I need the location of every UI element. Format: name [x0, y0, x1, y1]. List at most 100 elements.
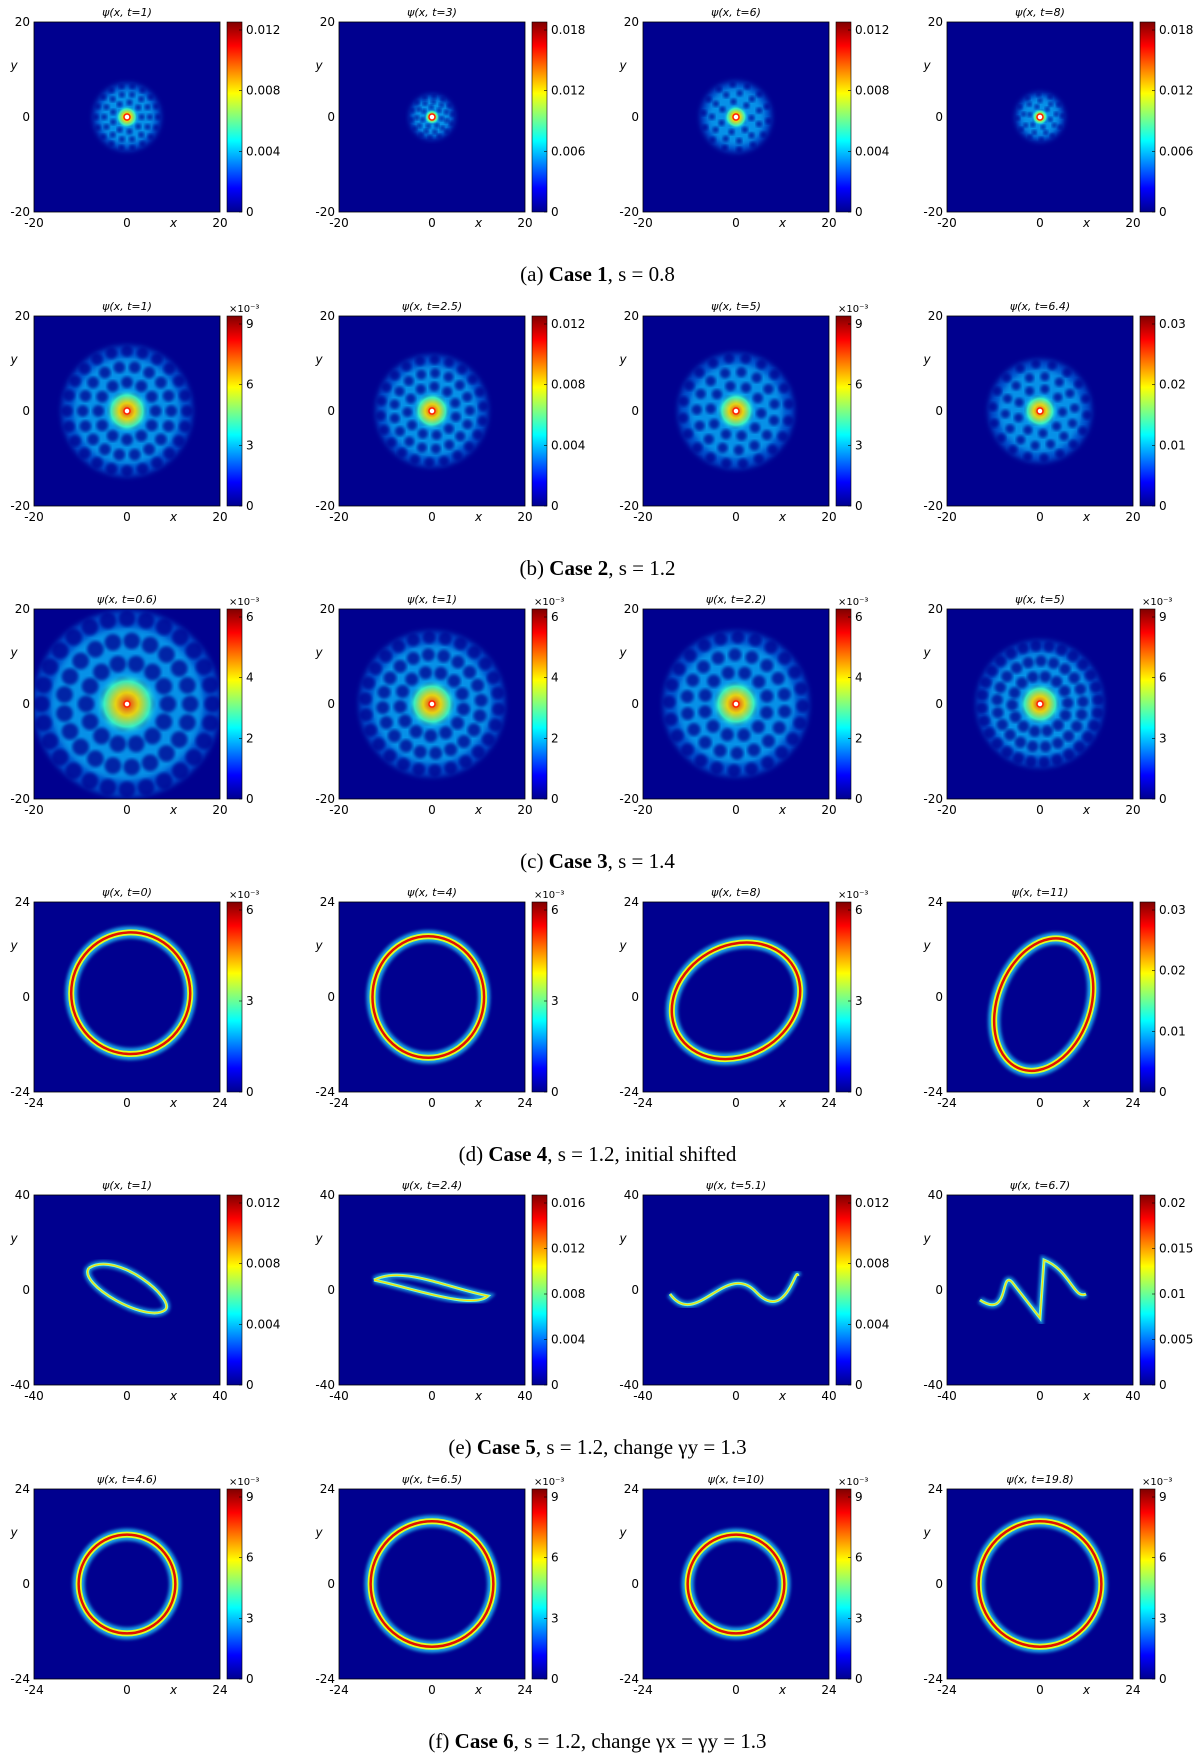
x-axis-label: x [474, 216, 483, 230]
colorbar-exponent: ×10⁻³ [838, 1477, 868, 1488]
colorbar [1139, 1194, 1156, 1386]
x-tick-label: 0 [732, 803, 740, 817]
colorbar [226, 608, 243, 800]
y-tick-label: 20 [15, 602, 30, 616]
colorbar-tick-label: 0 [246, 205, 254, 219]
colorbar-tick-label: 3 [551, 994, 559, 1008]
y-tick-label: 20 [624, 15, 639, 29]
x-tick-label: 0 [428, 216, 436, 230]
x-tick-label: 0 [1036, 510, 1044, 524]
x-tick-label: -24 [633, 1096, 653, 1110]
caption-label: (a) [520, 262, 549, 286]
y-tick-label: -20 [619, 792, 639, 806]
plot-frame [33, 315, 221, 507]
colorbar-tick-label: 0.004 [246, 144, 280, 158]
colorbar-tick-label: 9 [855, 317, 863, 331]
y-tick-label: -20 [315, 792, 335, 806]
y-axis-label: y [314, 59, 323, 73]
density-field [678, 353, 794, 469]
colorbar [531, 1194, 548, 1386]
subfigure-caption: (c) Case 3, s = 1.4 [0, 849, 1195, 874]
colorbar-tick-label: 3 [1159, 731, 1167, 745]
panel: ψ(x, t=5) 20 0 -20 y -20 0 20 x 9 6 3 0 ×10⁻³ [618, 300, 868, 524]
y-axis-label: y [618, 353, 627, 367]
y-tick-label: 0 [327, 110, 335, 124]
plot-frame [642, 1488, 830, 1680]
x-tick-label: -20 [24, 216, 44, 230]
y-tick-label: 0 [935, 110, 943, 124]
density-field [61, 345, 193, 477]
x-tick-label: 0 [428, 1096, 436, 1110]
panel: ψ(x, t=6) 20 0 -20 y -20 0 20 x 0.012 0.008 0.004 0 [618, 6, 889, 230]
x-tick-label: -20 [329, 510, 349, 524]
colorbar-tick-label: 0 [246, 792, 254, 806]
panel-title: ψ(x, t=6.5) [402, 1473, 462, 1486]
y-axis-label: y [618, 646, 627, 660]
y-tick-label: 24 [928, 1482, 943, 1496]
panel: ψ(x, t=8) 20 0 -20 y -20 0 20 x 0.018 0.012 0.006 0 [922, 6, 1193, 230]
colorbar-tick-label: 0.03 [1159, 317, 1186, 331]
x-axis-label: x [169, 1096, 178, 1110]
colorbar-exponent: ×10⁻³ [534, 890, 564, 901]
colorbar-exponent: ×10⁻³ [229, 304, 259, 315]
y-tick-label: 0 [327, 697, 335, 711]
panel: ψ(x, t=6.5) 24 0 -24 y -24 0 24 x 9 6 3 0 ×10⁻³ [314, 1473, 564, 1697]
plot-area [947, 902, 1133, 1092]
density-field [665, 936, 807, 1066]
colorbar-tick-label: 6 [1159, 1551, 1167, 1565]
y-axis-label: y [922, 1526, 931, 1540]
panel: ψ(x, t=5) 20 0 -20 y -20 0 20 x 9 6 3 0 ×10⁻³ [922, 593, 1172, 817]
y-tick-label: 20 [928, 602, 943, 616]
colorbar-exponent: ×10⁻³ [838, 597, 868, 608]
panel: ψ(x, t=0) 24 0 -24 y -24 0 24 x 6 3 0 ×10⁻³ [9, 886, 259, 1110]
y-axis-label: y [618, 1526, 627, 1540]
colorbar-tick-label: 9 [1159, 1490, 1167, 1504]
panel-title: ψ(x, t=3) [407, 6, 457, 19]
y-axis-label: y [922, 353, 931, 367]
x-axis-label: x [1082, 1683, 1091, 1697]
caption-case: Case 2 [549, 556, 609, 580]
x-tick-label: 0 [428, 510, 436, 524]
y-tick-label: 20 [15, 15, 30, 29]
panel-title: ψ(x, t=10) [708, 1473, 765, 1486]
y-tick-label: 0 [327, 990, 335, 1004]
colorbar-tick-label: 9 [855, 1490, 863, 1504]
x-axis-label: x [474, 510, 483, 524]
colorbar-tick-label: 0 [246, 1378, 254, 1392]
panel-title: ψ(x, t=6.7) [1010, 1179, 1070, 1192]
colorbar-tick-label: 0.018 [551, 23, 585, 37]
y-tick-label: 0 [631, 1283, 639, 1297]
colorbar [1139, 1488, 1156, 1680]
x-axis-label: x [778, 510, 787, 524]
x-tick-label: 0 [732, 1389, 740, 1403]
caption-text: , s = 1.2, initial shifted [547, 1142, 737, 1166]
y-axis-label: y [314, 1526, 323, 1540]
x-tick-label: -24 [937, 1096, 957, 1110]
density-field [700, 81, 772, 153]
density-field [366, 930, 491, 1064]
colorbar-tick-label: 3 [855, 994, 863, 1008]
y-tick-label: 0 [22, 404, 30, 418]
colorbar-tick-label: 9 [551, 1490, 559, 1504]
x-tick-label: -20 [937, 216, 957, 230]
plot-frame [33, 21, 221, 213]
panel-title: ψ(x, t=8) [1015, 6, 1065, 19]
colorbar-tick-label: 0 [246, 1672, 254, 1686]
y-tick-label: 0 [935, 1577, 943, 1591]
plot-frame [33, 608, 221, 800]
y-tick-label: -40 [315, 1378, 335, 1392]
colorbar-tick-label: 9 [246, 317, 254, 331]
x-tick-label: 0 [1036, 1683, 1044, 1697]
caption-text: , s = 0.8 [607, 262, 675, 286]
colorbar-tick-label: 0.004 [855, 144, 889, 158]
x-axis-label: x [1082, 803, 1091, 817]
x-tick-label: -20 [329, 803, 349, 817]
x-tick-label: 0 [428, 1683, 436, 1697]
colorbar-tick-label: 0 [551, 205, 559, 219]
x-tick-label: -20 [633, 216, 653, 230]
x-tick-label: -24 [937, 1683, 957, 1697]
colorbar [531, 901, 548, 1093]
colorbar-tick-label: 0.018 [1159, 23, 1193, 37]
panel: ψ(x, t=1) 20 0 -20 y -20 0 20 x 9 6 3 0 ×10⁻³ [9, 300, 259, 524]
